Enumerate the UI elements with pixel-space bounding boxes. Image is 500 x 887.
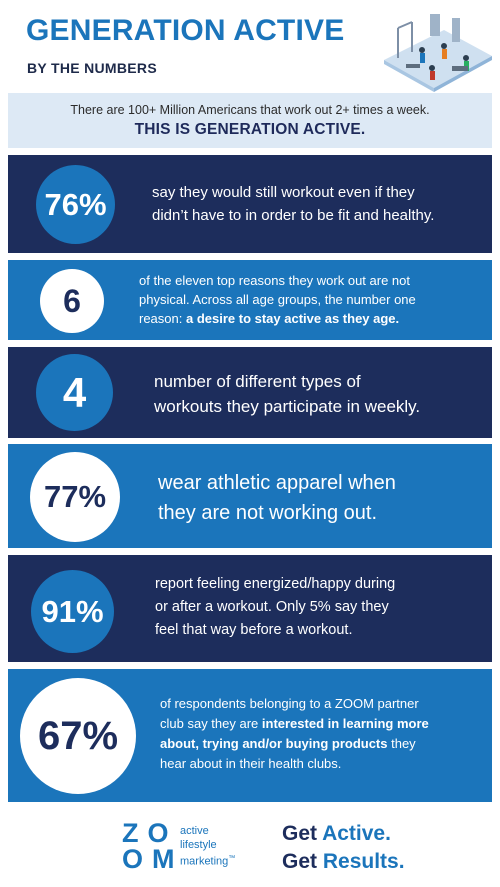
stat-line: of the eleven top reasons they work out …: [139, 273, 411, 288]
stat-76-percent: 76% say they would still workout even if…: [8, 155, 492, 253]
stat-value: 4: [36, 354, 113, 431]
stat-line: of respondents belonging to a ZOOM partn…: [160, 696, 419, 711]
intro-headline: THIS IS GENERATION ACTIVE.: [134, 121, 366, 138]
intro-banner: There are 100+ Million Americans that wo…: [8, 93, 492, 148]
stat-value: 76%: [36, 165, 115, 244]
stat-line: number of different types of: [154, 372, 361, 391]
logo-sub-line: marketing™: [180, 852, 235, 869]
stat-emphasis: about, trying and/or buying products: [160, 736, 388, 751]
logo-sub-line: lifestyle: [180, 839, 217, 851]
stat-text: reason:: [139, 311, 186, 326]
footer: ZO OM active lifestyle marketing™ Get Ac…: [0, 810, 500, 887]
stat-91-percent: 91% report feeling energized/happy durin…: [8, 555, 492, 662]
tagline-line: Get Results.: [282, 848, 405, 876]
stat-line: didn’t have to in order to be fit and he…: [152, 207, 435, 224]
logo-text-bottom: OM: [122, 844, 184, 874]
stat-text: club say they are: [160, 716, 262, 731]
trademark-symbol: ™: [228, 855, 236, 862]
tagline-highlight: Active.: [322, 822, 391, 845]
stat-6-reasons: 6 of the eleven top reasons they work ou…: [8, 260, 492, 340]
intro-text: There are 100+ Million Americans that wo…: [70, 103, 430, 117]
stat-description: wear athletic apparel when they are not …: [158, 468, 396, 528]
stat-description: of the eleven top reasons they work out …: [139, 271, 416, 328]
zoom-logo: ZO OM: [122, 818, 184, 874]
stat-line: report feeling energized/happy during: [155, 576, 396, 592]
stat-line: club say they are interested in learning…: [160, 714, 429, 734]
stat-line: wear athletic apparel when: [158, 472, 396, 494]
stat-value: 91%: [31, 570, 114, 653]
page-subtitle: BY THE NUMBERS: [27, 60, 157, 76]
tagline-line: Get Active.: [282, 820, 405, 848]
stat-line: say they would still workout even if the…: [152, 184, 415, 201]
logo-sub-text: marketing: [180, 855, 229, 868]
stat-line: workouts they participate in weekly.: [154, 397, 421, 416]
tagline-highlight: Results.: [322, 850, 405, 873]
tagline-text: Get: [282, 822, 323, 845]
stat-line: or after a workout. Only 5% say they: [155, 599, 389, 615]
logo-text-top: ZO: [122, 818, 178, 848]
logo-subtitle: active lifestyle marketing™: [180, 824, 235, 869]
logo-sub-line: active: [180, 825, 209, 837]
header: GENERATION ACTIVE BY THE NUMBERS: [0, 0, 500, 95]
stat-line: physical. Across all age groups, the num…: [139, 292, 416, 307]
stat-4-workout-types: 4 number of different types of workouts …: [8, 347, 492, 438]
stat-description: report feeling energized/happy during or…: [155, 573, 395, 642]
stat-emphasis: interested in learning more: [261, 716, 429, 731]
page-title: GENERATION ACTIVE: [26, 14, 345, 47]
stat-line: about, trying and/or buying products the…: [160, 734, 429, 754]
stat-line: reason: a desire to stay active as they …: [139, 309, 416, 328]
stat-value: 6: [40, 269, 104, 333]
stat-77-percent: 77% wear athletic apparel when they are …: [8, 444, 492, 548]
stat-line: hear about in their health clubs.: [160, 756, 342, 771]
stat-value: 77%: [30, 452, 120, 542]
stat-value: 67%: [20, 678, 136, 794]
stat-line: feel that way before a workout.: [155, 622, 353, 638]
stat-text: they: [387, 736, 416, 751]
stat-line: they are not working out.: [158, 502, 378, 524]
stat-description: number of different types of workouts th…: [154, 369, 420, 419]
gym-illustration-icon: [384, 14, 492, 92]
tagline: Get Active. Get Results.: [282, 820, 405, 876]
stat-emphasis: a desire to stay active as they age.: [185, 311, 400, 326]
stat-description: say they would still workout even if the…: [152, 181, 434, 227]
stat-description: of respondents belonging to a ZOOM partn…: [160, 694, 429, 774]
tagline-text: Get: [282, 850, 323, 873]
stat-67-percent: 67% of respondents belonging to a ZOOM p…: [8, 669, 492, 802]
